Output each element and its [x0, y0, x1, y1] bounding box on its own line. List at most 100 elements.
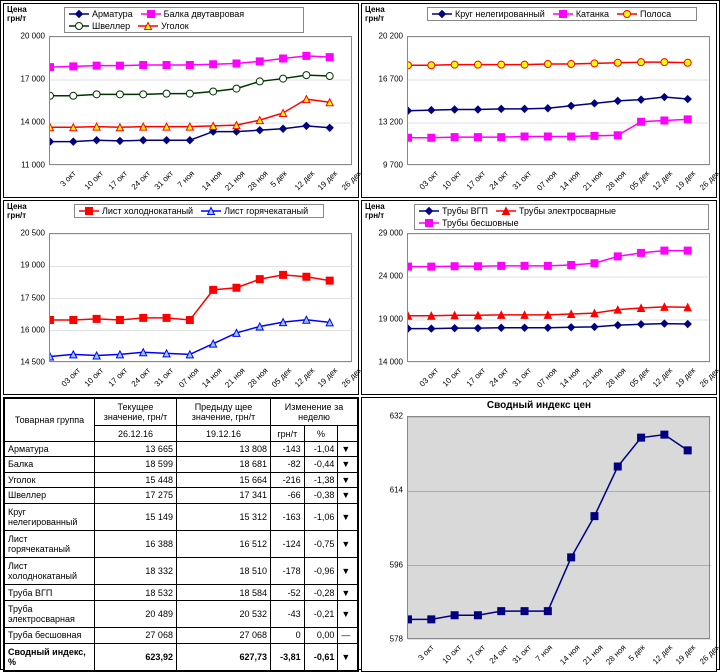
cell-prev: 20 532: [176, 600, 270, 627]
cell-cur: 15 448: [95, 472, 177, 487]
cell-cur: 18 532: [95, 585, 177, 600]
x-tick: 21 ноя: [581, 643, 605, 667]
x-tick: 12 дек: [651, 169, 674, 192]
cell-name: Труба ВГП: [5, 585, 95, 600]
y-tick: 578: [364, 635, 403, 644]
chart-4: Ценагрн/т14 00019 00024 00029 00003 окт1…: [361, 200, 717, 395]
y-tick: 24 000: [364, 272, 403, 281]
x-tick: 10 окт: [441, 366, 464, 389]
legend-label: Трубы бесшовные: [442, 218, 519, 228]
legend-item: Лист холоднокатаный: [79, 206, 193, 216]
legend-label: Лист холоднокатаный: [102, 206, 193, 216]
y-axis-label: Ценагрн/т: [7, 6, 27, 24]
x-tick: 26 дек: [698, 366, 720, 389]
legend-label: Полоса: [640, 9, 671, 19]
cell-name: Круг нелегированный: [5, 503, 95, 530]
arrow-icon: ▼: [338, 530, 358, 557]
y-axis-label: Ценагрн/т: [365, 203, 385, 221]
x-tick: 17 окт: [106, 366, 129, 389]
legend-label: Круг нелегированный: [455, 9, 545, 19]
cell-prev: 18 510: [176, 558, 270, 585]
cell-cur: 27 068: [95, 628, 177, 643]
cell-d2: -0,28: [304, 585, 338, 600]
arrow-icon: ▼: [338, 585, 358, 600]
x-tick: 17 окт: [464, 169, 487, 192]
cell-cur: 13 665: [95, 441, 177, 456]
x-tick: 14 ноя: [558, 169, 582, 193]
cell-name: Уголок: [5, 472, 95, 487]
cell-name: Арматура: [5, 441, 95, 456]
cell-prev: 17 341: [176, 488, 270, 503]
x-tick: 24 окт: [130, 366, 153, 389]
table-row: Арматура 13 665 13 808 -143 -1,04 ▼: [5, 441, 358, 456]
legend-item: Трубы ВГП: [419, 206, 488, 216]
x-tick: 31 окт: [153, 169, 176, 192]
cell-name: Сводный индекс, %: [5, 643, 95, 670]
cell-d1: -82: [271, 457, 305, 472]
cell-cur: 18 599: [95, 457, 177, 472]
cell-d1: -43: [271, 600, 305, 627]
x-tick: 12 дек: [293, 169, 316, 192]
y-axis-label: Ценагрн/т: [7, 203, 27, 221]
legend: Лист холоднокатаный Лист горячекатаный: [74, 204, 324, 218]
plot-area: [49, 36, 352, 165]
cell-prev: 15 664: [176, 472, 270, 487]
legend-item: Круг нелегированный: [432, 9, 545, 19]
arrow-icon: ▼: [338, 600, 358, 627]
cell-prev: 627,73: [176, 643, 270, 670]
y-tick: 632: [364, 412, 403, 421]
cell-cur: 20 489: [95, 600, 177, 627]
x-tick: 19 дек: [674, 366, 697, 389]
arrow-icon: —: [338, 628, 358, 643]
y-tick: 596: [364, 560, 403, 569]
plot-area: [407, 416, 710, 639]
table-row: Труба бесшовная 27 068 27 068 0 0,00 —: [5, 628, 358, 643]
summary-table: Товарная группа Текущее значение, грн/т …: [4, 398, 358, 671]
y-tick: 14 000: [6, 118, 45, 127]
th-date-cur: 26.12.16: [95, 426, 177, 441]
summary-table-panel: Товарная группа Текущее значение, грн/т …: [3, 397, 359, 672]
cell-d2: -1,06: [304, 503, 338, 530]
cell-cur: 623,92: [95, 643, 177, 670]
x-tick: 3 окт: [58, 169, 77, 188]
cell-prev: 18 584: [176, 585, 270, 600]
x-tick: 17 окт: [464, 366, 487, 389]
chart-3: Ценагрн/т14 50016 00017 50019 00020 5000…: [3, 200, 359, 395]
chart-2: Ценагрн/т9 70013 20016 70020 20003 окт10…: [361, 3, 717, 198]
x-tick: 03 окт: [418, 366, 441, 389]
legend-item: Катанка: [553, 9, 609, 19]
x-tick: 28 ноя: [247, 366, 271, 390]
x-tick: 03 окт: [418, 169, 441, 192]
y-tick: 29 000: [364, 229, 403, 238]
cell-cur: 15 149: [95, 503, 177, 530]
x-tick: 12 дек: [651, 643, 674, 666]
x-tick: 21 ноя: [581, 366, 605, 390]
table-row: Труба ВГП 18 532 18 584 -52 -0,28 ▼: [5, 585, 358, 600]
legend-item: Балка двутавровая: [141, 9, 245, 19]
y-tick: 614: [364, 486, 403, 495]
y-tick: 14 500: [6, 358, 45, 367]
legend-label: Уголок: [161, 21, 189, 31]
cell-d2: -0,61: [304, 643, 338, 670]
table-row: Швеллер 17 275 17 341 -66 -0,38 ▼: [5, 488, 358, 503]
arrow-icon: ▼: [338, 503, 358, 530]
x-tick: 05 дек: [628, 366, 651, 389]
legend-item: Лист горячекатаный: [201, 206, 308, 216]
cell-d2: -1,04: [304, 441, 338, 456]
legend-item: Арматура: [69, 9, 133, 19]
cell-d1: -3,81: [271, 643, 305, 670]
arrow-icon: ▼: [338, 643, 358, 670]
legend-label: Балка двутавровая: [164, 9, 245, 19]
x-tick: 28 ноя: [605, 366, 629, 390]
legend: Трубы ВГПТрубы электросварныеТрубы бесшо…: [414, 204, 709, 230]
x-tick: 17 окт: [464, 643, 487, 666]
cell-prev: 15 312: [176, 503, 270, 530]
cell-cur: 17 275: [95, 488, 177, 503]
arrow-icon: ▼: [338, 457, 358, 472]
legend-label: Катанка: [576, 9, 609, 19]
x-tick: 12 дек: [293, 366, 316, 389]
x-tick: 28 ноя: [247, 169, 271, 193]
x-tick: 24 окт: [488, 169, 511, 192]
x-tick: 07 ноя: [535, 169, 559, 193]
x-tick: 21 ноя: [223, 169, 247, 193]
